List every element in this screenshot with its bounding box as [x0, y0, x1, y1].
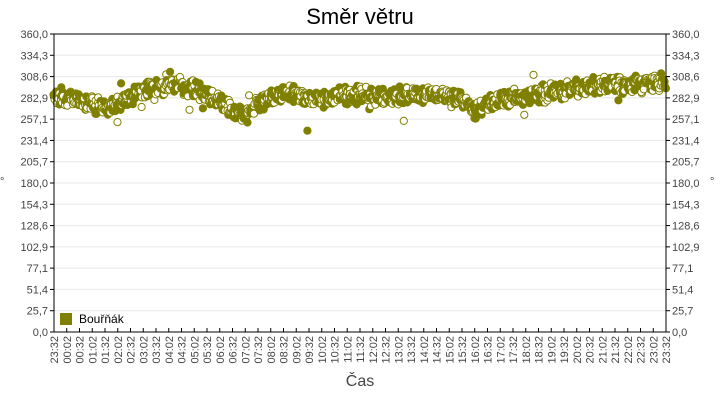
y-tick-label-right: 257,1 — [672, 114, 700, 126]
x-tick-label: 04:02 — [164, 336, 176, 364]
y-tick-label-right: 308,6 — [672, 72, 700, 84]
x-tick-label: 11:32 — [355, 336, 367, 363]
x-tick-label: 03:32 — [151, 336, 163, 364]
y-tick-label-left: 334,3 — [20, 50, 48, 62]
x-tick-label: 05:32 — [202, 336, 214, 364]
y-tick-label-right: 180,0 — [672, 178, 700, 190]
legend: Bouřňák — [60, 312, 124, 326]
x-axis-title: Čas — [345, 373, 375, 390]
x-tick-label: 02:32 — [126, 336, 138, 364]
x-tick-label: 22:02 — [623, 336, 635, 364]
x-tick-label: 17:02 — [495, 336, 507, 364]
y-tick-label-right: 102,9 — [672, 242, 700, 254]
y-tick-label-right: 128,6 — [672, 221, 700, 233]
y-tick-label-left: 231,4 — [20, 135, 48, 147]
x-tick-label: 14:32 — [432, 336, 444, 364]
x-tick-label: 20:32 — [585, 336, 597, 364]
y-tick-label-right: 231,4 — [672, 135, 700, 147]
y-tick-label-left: 51,4 — [27, 284, 48, 296]
x-tick-label: 06:02 — [215, 336, 227, 364]
x-tick-label: 08:32 — [279, 336, 291, 364]
y-tick-label-right: 154,3 — [672, 199, 700, 211]
x-tick-label: 09:32 — [304, 336, 316, 364]
x-tick-label: 07:02 — [240, 336, 252, 364]
x-tick-label: 10:02 — [317, 336, 329, 364]
x-tick-label: 21:32 — [610, 336, 622, 364]
x-tick-label: 16:02 — [470, 336, 482, 364]
y-tick-label-right: 334,3 — [672, 50, 700, 62]
x-tick-label: 18:32 — [534, 336, 546, 364]
x-tick-label: 05:02 — [189, 336, 201, 364]
series-bourňák — [49, 67, 671, 135]
legend-swatch-icon — [60, 313, 72, 325]
x-tick-label: 06:32 — [228, 336, 240, 364]
y-tick-label-left: 0,0 — [33, 327, 48, 339]
x-tick-label: 13:02 — [393, 336, 405, 364]
y-tick-label-right: 77,1 — [672, 263, 693, 275]
x-tick-label: 08:02 — [266, 336, 278, 364]
x-tick-label: 23:02 — [648, 336, 660, 364]
x-tick-label: 01:02 — [87, 336, 99, 364]
x-tick-label: 19:02 — [546, 336, 558, 364]
y-tick-label-right: 51,4 — [672, 284, 693, 296]
y-tick-label-right: 282,9 — [672, 93, 700, 105]
x-tick-label: 10:32 — [330, 336, 342, 364]
y-tick-label-left: 102,9 — [20, 242, 48, 254]
x-tick-label: 04:32 — [177, 336, 189, 364]
x-tick-label: 19:32 — [559, 336, 571, 364]
y-tick-label-left: 180,0 — [20, 178, 48, 190]
x-tick-label: 12:02 — [368, 336, 380, 364]
y-tick-label-left: 205,7 — [20, 157, 48, 169]
y-tick-label-right: 360,0 — [672, 29, 700, 41]
y-tick-label-left: 257,1 — [20, 114, 48, 126]
x-tick-label: 18:02 — [521, 336, 533, 364]
x-tick-label: 11:02 — [342, 336, 354, 363]
x-tick-label: 14:02 — [419, 336, 431, 364]
x-tick-label: 23:32 — [49, 336, 61, 364]
x-tick-label: 12:32 — [381, 336, 393, 364]
x-tick-label: 22:32 — [636, 336, 648, 364]
y-tick-label-left: 154,3 — [20, 199, 48, 211]
x-tick-label: 02:02 — [113, 336, 125, 364]
x-tick-label: 01:32 — [100, 336, 112, 364]
y-tick-label-right: 25,7 — [672, 306, 693, 318]
x-tick-label: 00:02 — [62, 336, 74, 364]
x-tick-label: 16:32 — [483, 336, 495, 364]
x-tick-label: 20:02 — [572, 336, 584, 364]
x-tick-label: 23:32 — [661, 336, 673, 364]
x-tick-label: 13:32 — [406, 336, 418, 364]
y-tick-label-left: 282,9 — [20, 93, 48, 105]
x-tick-label: 21:02 — [597, 336, 609, 364]
chart-title: Směr větru — [306, 4, 414, 29]
y-tick-label-left: 77,1 — [27, 263, 48, 275]
x-tick-label: 15:02 — [444, 336, 456, 364]
legend-label: Bouřňák — [79, 312, 124, 326]
plot-frame — [53, 33, 667, 333]
x-tick-label: 03:02 — [138, 336, 150, 364]
y-tick-label-left: 308,6 — [20, 72, 48, 84]
y-tick-label-left: 128,6 — [20, 221, 48, 233]
x-tick-label: 00:32 — [75, 336, 87, 364]
x-tick-label: 17:32 — [508, 336, 520, 364]
y-tick-label-left: 360,0 — [20, 29, 48, 41]
y-tick-label-right: 205,7 — [672, 157, 700, 169]
y-axis-unit-right: ° — [710, 176, 715, 188]
y-axis-unit-left: ° — [0, 176, 5, 188]
x-tick-label: 15:32 — [457, 336, 469, 364]
x-tick-label: 07:32 — [253, 336, 265, 364]
y-tick-label-right: 0,0 — [672, 327, 687, 339]
x-tick-label: 09:02 — [291, 336, 303, 364]
y-tick-label-left: 25,7 — [27, 306, 48, 318]
